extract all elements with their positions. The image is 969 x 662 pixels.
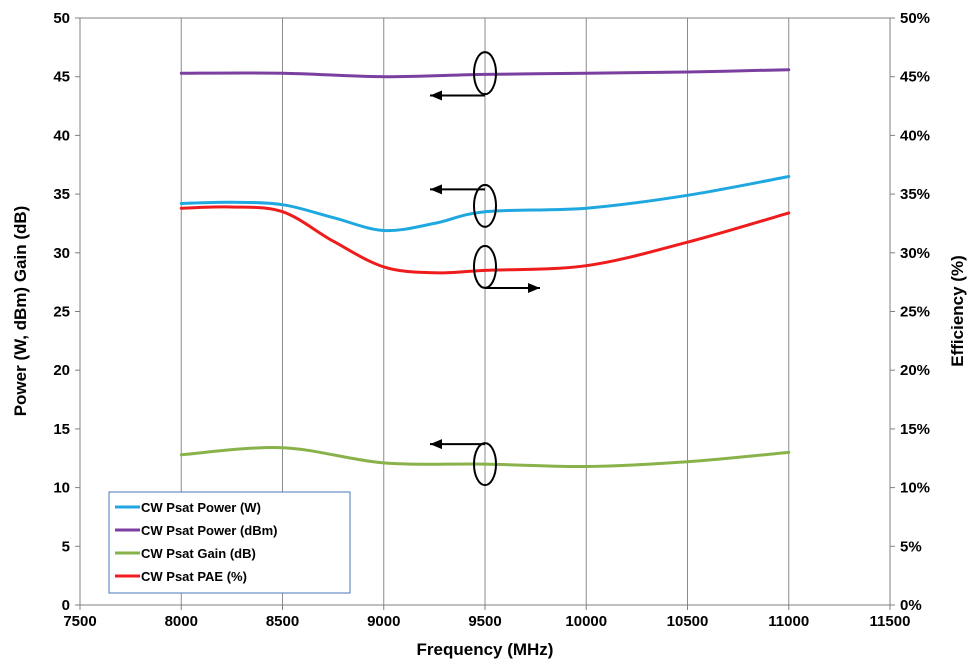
x-tick-label: 10500 [667, 613, 709, 630]
y-tick-label: 10 [53, 480, 70, 497]
legend-label: CW Psat Gain (dB) [141, 546, 256, 561]
y-tick-label: 15 [53, 421, 70, 438]
y2-tick-label: 35% [900, 186, 930, 203]
y2-tick-label: 0% [900, 597, 922, 614]
grid-layer [180, 18, 790, 605]
x-tick-label: 8000 [165, 613, 198, 630]
y2-tick-label: 15% [900, 421, 930, 438]
y-tick-label: 5 [62, 538, 70, 555]
series-line-1 [179, 68, 791, 79]
legend-label: CW Psat Power (W) [141, 500, 261, 515]
legend-box [108, 491, 351, 594]
annotation-ellipse [473, 51, 497, 96]
legend-label: CW Psat PAE (%) [141, 569, 247, 584]
y-tick-label: 30 [53, 245, 70, 262]
y-tick-label: 40 [53, 127, 70, 144]
y2-tick-label: 25% [900, 304, 930, 321]
annotation-layer [430, 51, 540, 487]
y2-tick-label: 50% [900, 10, 930, 27]
y2-tick-label: 30% [900, 245, 930, 262]
legend-label: CW Psat Power (dBm) [141, 523, 278, 538]
y-axis-title: Power (W, dBm) Gain (dB) [11, 206, 30, 417]
y2-tick-label: 40% [900, 127, 930, 144]
y2-tick-label: 20% [900, 362, 930, 379]
annotation-arrow-head [430, 184, 442, 195]
y-tick-label: 50 [53, 10, 70, 27]
y-tick-label: 0 [62, 597, 70, 614]
y-tick-label: 45 [53, 69, 70, 86]
annotation-arrow-head [528, 283, 540, 294]
annotation-ellipse [473, 442, 497, 487]
x-tick-label: 11500 [870, 613, 911, 630]
series-line-2 [179, 446, 791, 469]
x-tick-label: 11000 [768, 613, 809, 630]
y-tick-label: 35 [53, 186, 70, 203]
series-layer [179, 68, 791, 469]
series-line-0 [179, 175, 791, 233]
y-tick-label: 20 [53, 362, 70, 379]
y2-axis-title: Efficiency (%) [948, 255, 967, 366]
tick-layer: 7500 8000 8500 9000 9500 10000 10500 11000 11500… [53, 10, 930, 630]
legend: CW Psat Power (W) CW Psat Power (dBm) CW P… [108, 491, 351, 594]
annotation-ellipse [473, 183, 497, 228]
annotation-arrow-head [430, 90, 442, 101]
y2-tick-label: 45% [900, 69, 930, 86]
annotation-arrow-head [430, 439, 442, 450]
x-tick-label: 10000 [565, 613, 607, 630]
y2-tick-label: 5% [900, 538, 922, 555]
x-tick-label: 9000 [367, 613, 400, 630]
x-tick-label: 7500 [63, 613, 96, 630]
x-axis-title: Frequency (MHz) [417, 640, 554, 659]
x-tick-label: 9500 [468, 613, 501, 630]
series-line-3 [179, 205, 791, 275]
y2-tick-label: 10% [900, 480, 930, 497]
x-tick-label: 8500 [266, 613, 299, 630]
y-tick-label: 25 [53, 304, 70, 321]
